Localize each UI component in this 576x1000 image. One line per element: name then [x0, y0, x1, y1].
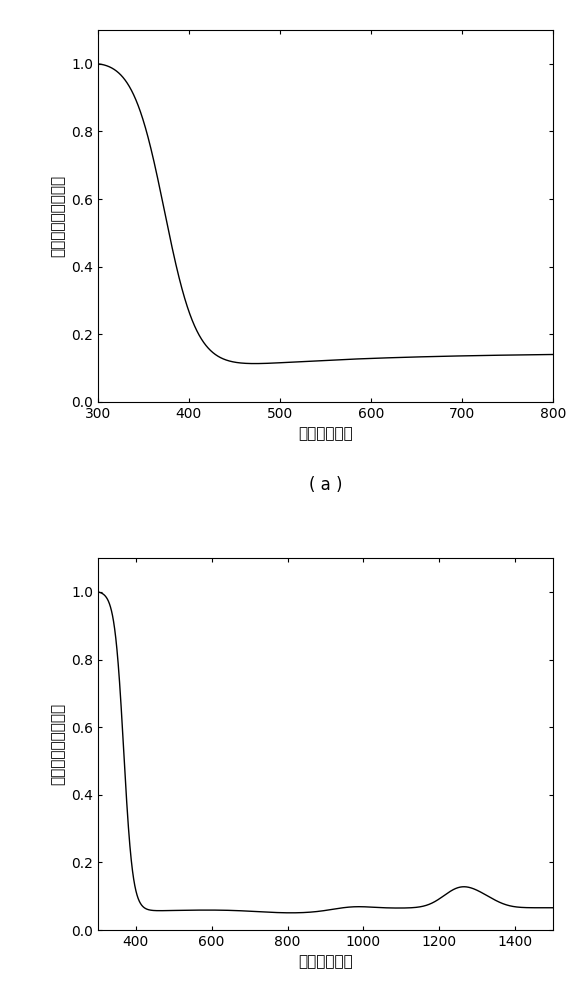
Y-axis label: 吸光度（任意单位）: 吸光度（任意单位） — [51, 175, 66, 257]
X-axis label: 波长（纳米）: 波长（纳米） — [298, 426, 353, 441]
Text: ( a ): ( a ) — [309, 476, 342, 494]
Y-axis label: 吸光度（任意单位）: 吸光度（任意单位） — [51, 703, 66, 785]
X-axis label: 波长（纳米）: 波长（纳米） — [298, 954, 353, 969]
